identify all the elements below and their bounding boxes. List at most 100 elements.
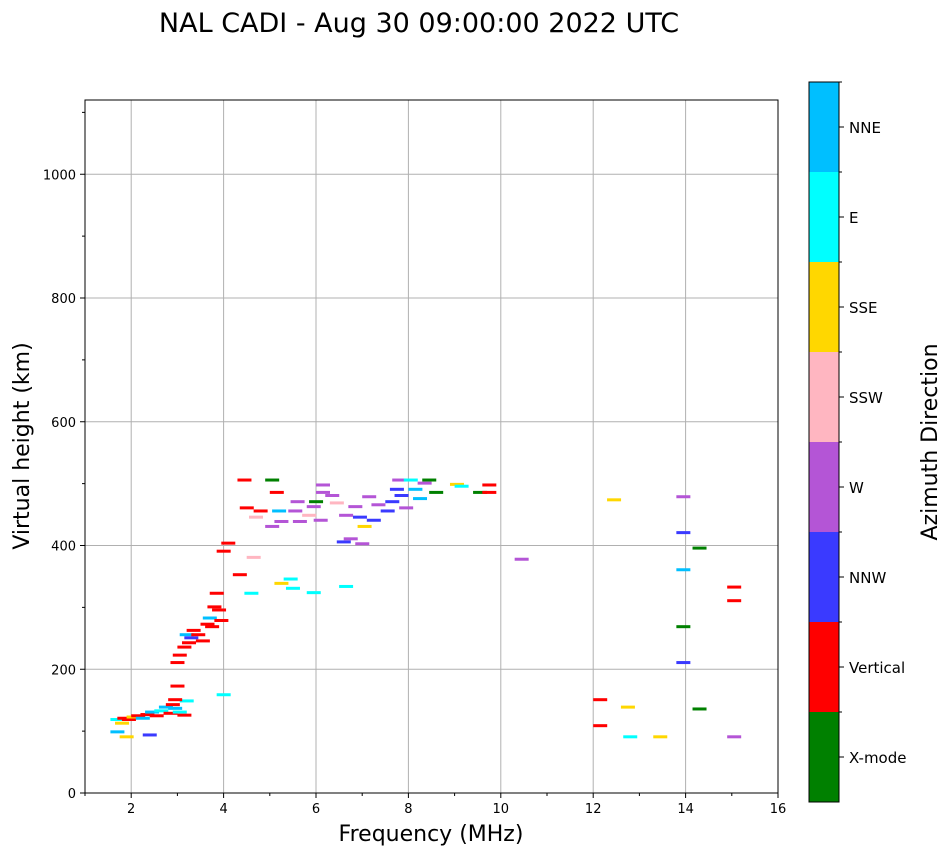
data-point bbox=[265, 478, 280, 482]
data-point bbox=[429, 490, 444, 494]
data-point bbox=[355, 542, 370, 546]
data-point bbox=[449, 482, 464, 486]
data-point bbox=[170, 684, 185, 688]
data-point bbox=[653, 735, 668, 739]
data-point bbox=[290, 500, 305, 504]
x-tick-label: 8 bbox=[404, 802, 412, 817]
data-point bbox=[149, 714, 164, 718]
data-point bbox=[302, 513, 317, 517]
data-point bbox=[316, 490, 330, 494]
data-point bbox=[482, 483, 497, 487]
x-tick-label: 10 bbox=[493, 802, 510, 817]
data-point bbox=[343, 537, 358, 541]
data-point bbox=[170, 661, 185, 665]
data-point bbox=[394, 494, 409, 497]
y-tick-label: 200 bbox=[51, 663, 76, 678]
y-axis-ticks: 0 200 400 600 800 1000 bbox=[43, 111, 85, 802]
data-point bbox=[205, 625, 220, 629]
colorbar-segment bbox=[809, 172, 839, 262]
data-point bbox=[209, 591, 224, 595]
data-point bbox=[727, 599, 742, 603]
data-point bbox=[179, 633, 194, 637]
data-point bbox=[676, 625, 691, 629]
data-point bbox=[177, 713, 192, 717]
data-point bbox=[142, 733, 157, 737]
data-point bbox=[184, 636, 199, 640]
data-point bbox=[348, 505, 363, 509]
x-tick-label: 16 bbox=[770, 802, 787, 817]
data-point bbox=[366, 518, 381, 522]
data-point bbox=[352, 515, 367, 519]
x-tick-label: 2 bbox=[127, 802, 135, 817]
data-point bbox=[154, 709, 169, 713]
data-point bbox=[676, 495, 691, 499]
data-point bbox=[195, 639, 210, 643]
data-point bbox=[285, 586, 300, 590]
data-point bbox=[417, 481, 432, 485]
data-point bbox=[288, 509, 303, 513]
data-point bbox=[371, 503, 386, 507]
data-point bbox=[269, 490, 284, 494]
data-point bbox=[135, 716, 150, 720]
data-point bbox=[115, 721, 130, 725]
data-point bbox=[200, 622, 215, 626]
colorbar-label: SSW bbox=[849, 389, 883, 407]
data-point bbox=[385, 500, 400, 504]
data-point bbox=[593, 724, 608, 728]
x-tick-label: 6 bbox=[312, 802, 320, 817]
y-axis-label: Virtual height (km) bbox=[10, 342, 35, 549]
colorbar-label: E bbox=[849, 209, 858, 227]
data-points bbox=[110, 478, 742, 739]
data-point bbox=[158, 705, 173, 709]
data-point bbox=[172, 710, 187, 714]
data-point bbox=[163, 711, 178, 715]
data-point bbox=[246, 555, 261, 559]
data-point bbox=[623, 735, 638, 739]
data-point bbox=[265, 524, 280, 528]
y-tick-label: 0 bbox=[68, 787, 76, 802]
data-point bbox=[283, 577, 298, 581]
plot-frame bbox=[84, 99, 779, 794]
data-point bbox=[179, 699, 194, 703]
data-point bbox=[119, 735, 134, 739]
data-point bbox=[607, 498, 622, 502]
x-axis-ticks: 2 4 6 8 10 12 14 16 bbox=[84, 793, 787, 817]
colorbar-label: NNW bbox=[849, 569, 886, 587]
data-point bbox=[274, 581, 289, 585]
data-point bbox=[473, 490, 488, 494]
data-point bbox=[389, 487, 404, 491]
data-point bbox=[380, 509, 395, 513]
data-point bbox=[339, 584, 354, 588]
data-point bbox=[362, 495, 377, 499]
data-point bbox=[593, 698, 608, 702]
chart-title: NAL CADI - Aug 30 09:00:00 2022 UTC bbox=[159, 8, 679, 39]
y-tick-label: 600 bbox=[51, 416, 76, 431]
data-point bbox=[329, 501, 344, 505]
y-tick-label: 800 bbox=[51, 292, 76, 307]
data-point bbox=[339, 513, 354, 517]
colorbar: X-mode Vertical NNW W SSW SSE E NNE bbox=[808, 81, 906, 803]
data-point bbox=[325, 494, 340, 497]
data-point bbox=[182, 641, 197, 645]
data-point bbox=[121, 717, 136, 721]
colorbar-segment bbox=[809, 82, 839, 172]
x-tick-label: 12 bbox=[585, 802, 602, 817]
y-tick-label: 400 bbox=[51, 540, 76, 555]
x-axis-label: Frequency (MHz) bbox=[339, 822, 524, 847]
data-point bbox=[309, 500, 324, 504]
data-point bbox=[422, 478, 437, 482]
data-point bbox=[392, 478, 407, 482]
data-point bbox=[514, 557, 529, 561]
data-point bbox=[221, 541, 236, 545]
data-point bbox=[168, 698, 183, 702]
colorbar-title: Azimuth Direction bbox=[918, 343, 943, 540]
data-point bbox=[165, 703, 180, 707]
colorbar-label: NNE bbox=[849, 119, 881, 137]
colorbar-segment bbox=[809, 352, 839, 442]
colorbar-segment bbox=[809, 262, 839, 352]
data-point bbox=[244, 591, 259, 595]
data-point bbox=[413, 497, 428, 501]
data-point bbox=[214, 618, 229, 622]
data-point bbox=[292, 519, 307, 523]
